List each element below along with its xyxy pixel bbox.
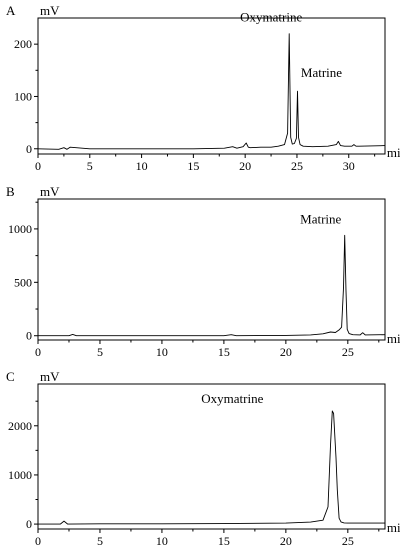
peak-label: Matrine bbox=[301, 65, 342, 80]
x-tick-label: 10 bbox=[156, 345, 168, 359]
x-tick-label: 0 bbox=[35, 534, 41, 548]
chart-panel-a: 0 5 10 15 20 25 30 0 100 200 AmV min Oxymatrine Matri… bbox=[6, 3, 400, 173]
peak-label: Oxymatrine bbox=[240, 10, 302, 25]
x-tick-label: 10 bbox=[136, 159, 148, 173]
x-tick-label: 10 bbox=[156, 534, 168, 548]
y-tick-label: 200 bbox=[14, 37, 32, 51]
panel-label: A bbox=[6, 3, 16, 18]
y-tick-label: 0 bbox=[26, 329, 32, 343]
peak-label: Oxymatrine bbox=[201, 391, 263, 406]
x-tick-label: 5 bbox=[97, 345, 103, 359]
y-axis-unit: mV bbox=[40, 3, 60, 18]
y-tick-label: 500 bbox=[14, 275, 32, 289]
x-tick-label: 15 bbox=[187, 159, 199, 173]
x-tick-label: 25 bbox=[291, 159, 303, 173]
plot-frame bbox=[37, 383, 386, 530]
plot-frame bbox=[37, 17, 386, 155]
x-tick-label: 25 bbox=[342, 345, 354, 359]
plot-frame bbox=[37, 198, 386, 341]
chromatogram-trace bbox=[38, 410, 385, 525]
y-tick-label: 2000 bbox=[8, 419, 32, 433]
panel-label: B bbox=[6, 184, 15, 199]
x-axis-unit: min bbox=[387, 145, 400, 160]
x-tick-label: 5 bbox=[97, 534, 103, 548]
chart-panel-b: 0 5 10 15 20 25 0 500 1000 BmV min Matrine bbox=[6, 184, 400, 359]
peak-label: Matrine bbox=[300, 211, 341, 226]
x-tick-label: 25 bbox=[342, 534, 354, 548]
x-axis-unit: min bbox=[387, 331, 400, 346]
chromatogram-trace bbox=[37, 33, 386, 150]
x-tick-label: 15 bbox=[218, 534, 230, 548]
chart-panel-c: 0 5 10 15 20 25 0 1000 2000 CmV min Oxymatrine bbox=[6, 369, 400, 548]
panel-label: C bbox=[6, 369, 15, 384]
y-tick-label: 1000 bbox=[8, 468, 32, 482]
y-axis-unit: mV bbox=[40, 184, 60, 199]
y-axis-unit: mV bbox=[40, 369, 60, 384]
x-axis-unit: min bbox=[387, 520, 400, 535]
x-tick-label: 5 bbox=[87, 159, 93, 173]
x-tick-label: 15 bbox=[218, 345, 230, 359]
x-tick-label: 0 bbox=[35, 159, 41, 173]
x-tick-label: 20 bbox=[280, 345, 292, 359]
y-tick-label: 100 bbox=[14, 89, 32, 103]
y-tick-label: 0 bbox=[26, 142, 32, 156]
y-tick-label: 0 bbox=[26, 517, 32, 531]
chromatogram-trace bbox=[38, 234, 386, 337]
x-tick-label: 20 bbox=[239, 159, 251, 173]
x-tick-label: 20 bbox=[280, 534, 292, 548]
x-tick-label: 0 bbox=[35, 345, 41, 359]
x-tick-label: 30 bbox=[343, 159, 355, 173]
y-tick-label: 1000 bbox=[8, 222, 32, 236]
